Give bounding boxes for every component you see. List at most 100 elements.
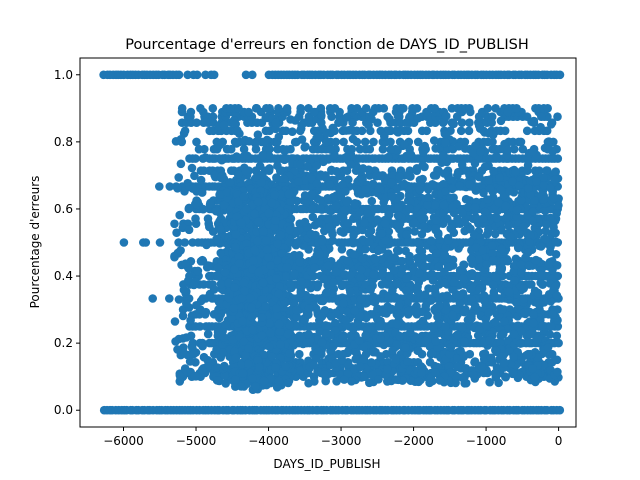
data-point bbox=[514, 181, 524, 190]
data-point bbox=[555, 70, 565, 80]
data-point bbox=[552, 261, 562, 270]
data-point bbox=[201, 153, 210, 162]
data-point bbox=[460, 217, 469, 227]
data-point bbox=[208, 227, 218, 236]
data-point bbox=[469, 148, 478, 158]
data-point bbox=[471, 243, 481, 252]
data-point bbox=[536, 278, 545, 288]
data-point bbox=[198, 341, 207, 351]
data-point bbox=[470, 159, 480, 168]
data-point bbox=[386, 145, 396, 155]
data-point bbox=[523, 349, 533, 359]
data-point bbox=[483, 195, 492, 204]
data-point bbox=[295, 349, 304, 359]
data-point bbox=[392, 340, 401, 349]
data-point bbox=[338, 333, 347, 343]
data-point bbox=[175, 210, 184, 220]
data-point bbox=[533, 288, 543, 298]
data-point bbox=[174, 173, 183, 182]
data-point bbox=[200, 144, 209, 154]
data-point bbox=[512, 104, 521, 113]
data-point bbox=[209, 70, 219, 80]
data-point bbox=[234, 104, 243, 113]
data-point bbox=[406, 172, 415, 181]
data-point bbox=[432, 249, 441, 258]
data-point bbox=[148, 294, 157, 303]
data-point bbox=[375, 171, 385, 181]
data-point bbox=[313, 347, 323, 357]
data-point bbox=[386, 137, 395, 147]
data-point bbox=[184, 225, 194, 235]
data-point bbox=[363, 209, 372, 218]
data-point bbox=[391, 354, 401, 364]
data-point bbox=[429, 136, 439, 145]
data-point bbox=[208, 112, 218, 121]
data-point bbox=[202, 240, 211, 250]
data-point bbox=[385, 114, 394, 124]
data-point bbox=[454, 142, 464, 151]
data-point bbox=[394, 203, 403, 212]
data-point bbox=[425, 253, 435, 263]
data-point bbox=[233, 170, 243, 179]
data-point bbox=[304, 304, 314, 313]
data-point bbox=[502, 213, 511, 222]
data-point bbox=[480, 207, 490, 217]
data-point bbox=[231, 230, 241, 239]
data-point bbox=[554, 201, 563, 210]
data-point bbox=[165, 182, 175, 191]
data-point bbox=[516, 260, 526, 269]
data-point bbox=[420, 141, 430, 151]
data-point bbox=[505, 186, 514, 196]
data-point bbox=[415, 269, 424, 278]
data-point bbox=[340, 205, 350, 214]
data-point bbox=[271, 124, 281, 134]
data-point bbox=[211, 206, 221, 216]
data-point bbox=[312, 161, 322, 170]
data-point bbox=[165, 294, 174, 303]
data-point bbox=[349, 250, 359, 259]
data-point bbox=[231, 119, 240, 129]
data-point bbox=[474, 255, 484, 264]
data-point bbox=[265, 144, 274, 154]
data-point bbox=[172, 228, 181, 237]
data-point bbox=[512, 212, 522, 221]
data-point bbox=[328, 123, 338, 133]
data-point bbox=[543, 343, 553, 352]
data-point bbox=[282, 104, 292, 113]
data-point bbox=[428, 180, 437, 189]
data-point bbox=[286, 197, 295, 206]
data-point bbox=[530, 196, 539, 205]
data-point bbox=[492, 152, 501, 161]
data-point bbox=[444, 236, 454, 245]
data-point bbox=[525, 237, 534, 246]
data-point bbox=[215, 140, 225, 150]
data-point bbox=[481, 321, 490, 330]
data-point bbox=[323, 261, 333, 270]
data-point bbox=[243, 151, 252, 161]
data-point bbox=[321, 376, 331, 386]
data-point bbox=[377, 229, 386, 238]
data-point bbox=[232, 152, 241, 161]
data-point bbox=[187, 163, 197, 173]
data-point bbox=[321, 173, 331, 183]
data-point bbox=[328, 236, 338, 245]
data-point bbox=[435, 301, 444, 311]
data-point bbox=[431, 118, 440, 127]
data-point bbox=[519, 308, 529, 317]
data-point bbox=[199, 204, 208, 214]
data-point bbox=[470, 203, 480, 212]
data-point bbox=[370, 254, 380, 264]
data-point bbox=[424, 284, 433, 293]
data-point bbox=[551, 237, 560, 246]
data-point bbox=[176, 246, 185, 255]
data-point bbox=[553, 367, 562, 377]
data-point bbox=[393, 128, 403, 137]
data-point bbox=[541, 226, 550, 236]
data-point bbox=[410, 218, 420, 228]
data-point bbox=[547, 349, 557, 359]
data-point bbox=[441, 111, 451, 121]
data-point bbox=[378, 144, 388, 154]
data-point bbox=[521, 253, 530, 262]
data-point bbox=[478, 245, 488, 255]
